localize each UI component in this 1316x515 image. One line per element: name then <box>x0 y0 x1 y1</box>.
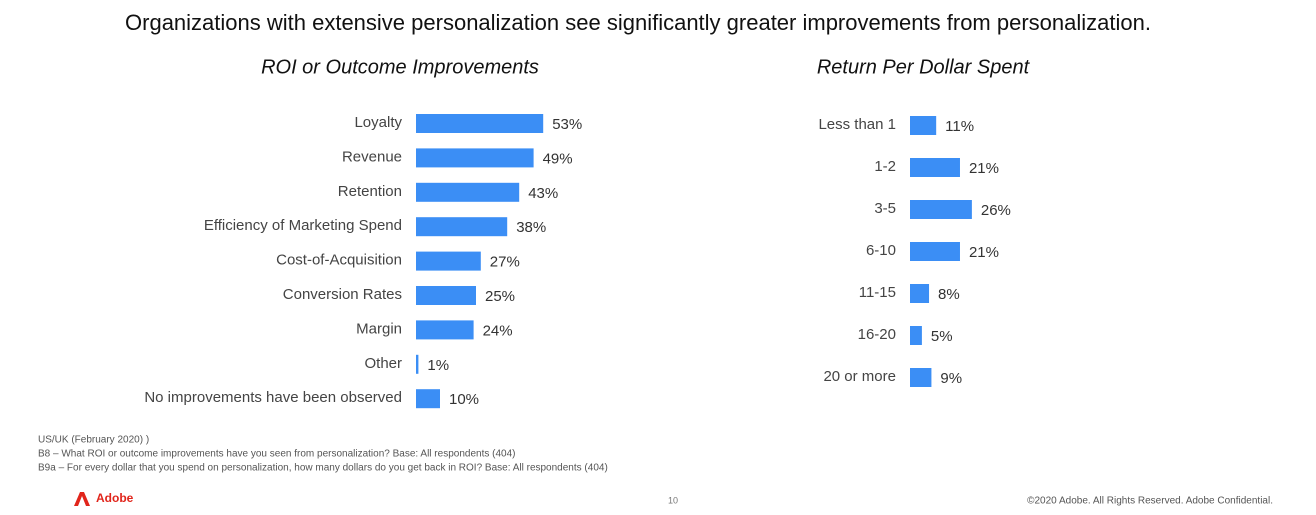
category-label: Efficiency of Marketing Spend <box>204 217 402 234</box>
page-number: 10 <box>668 495 678 505</box>
category-label: Cost-of-Acquisition <box>276 252 402 269</box>
value-label: 10% <box>449 391 479 408</box>
category-label: 11-15 <box>859 284 896 301</box>
value-label: 8% <box>938 286 960 303</box>
bar <box>910 200 972 219</box>
value-label: 9% <box>940 370 962 387</box>
bar <box>910 116 937 135</box>
value-label: 11% <box>945 118 974 135</box>
bar <box>910 242 960 261</box>
category-label: 1-2 <box>874 158 896 175</box>
copyright: ©2020 Adobe. All Rights Reserved. Adobe … <box>1027 496 1273 507</box>
bar <box>416 217 508 237</box>
logo-mark <box>74 492 90 506</box>
value-label: 43% <box>528 185 558 202</box>
bar <box>910 368 932 387</box>
value-label: 38% <box>516 219 546 236</box>
bar <box>416 148 534 168</box>
value-label: 49% <box>543 150 573 167</box>
category-label: 20 or more <box>823 368 896 385</box>
category-label: Other <box>364 355 402 372</box>
bar <box>910 326 922 345</box>
value-label: 53% <box>552 116 582 133</box>
bar <box>416 114 544 133</box>
bar <box>416 182 520 202</box>
category-label: Conversion Rates <box>283 286 402 303</box>
value-label: 25% <box>485 288 515 305</box>
category-label: 16-20 <box>858 326 896 343</box>
logo: Adobe <box>74 491 134 506</box>
category-label: No improvements have been observed <box>144 389 402 406</box>
chart-title: ROI or Outcome Improvements <box>261 56 539 78</box>
bar <box>416 354 419 374</box>
bar <box>910 158 960 177</box>
chart-title: Return Per Dollar Spent <box>817 56 1031 78</box>
category-label: Revenue <box>342 148 402 165</box>
bar <box>416 251 481 271</box>
slide-title: Organizations with extensive personaliza… <box>125 10 1151 35</box>
category-label: 3-5 <box>874 200 896 217</box>
footnote: B9a – For every dollar that you spend on… <box>38 463 608 474</box>
category-label: Less than 1 <box>818 116 896 133</box>
bar <box>416 389 440 409</box>
footnote: B8 – What ROI or outcome improvements ha… <box>38 449 515 460</box>
value-label: 21% <box>969 160 999 177</box>
value-label: 21% <box>969 244 999 261</box>
logo-text: Adobe <box>96 491 134 505</box>
value-label: 26% <box>981 202 1011 219</box>
bar <box>910 284 930 303</box>
bar <box>416 320 474 340</box>
value-label: 5% <box>931 328 953 345</box>
value-label: 27% <box>490 254 520 271</box>
category-label: Loyalty <box>354 114 402 131</box>
bar <box>416 286 476 305</box>
category-label: Margin <box>356 320 402 337</box>
value-label: 24% <box>483 322 513 339</box>
value-label: 1% <box>427 357 449 374</box>
category-label: 6-10 <box>866 242 896 259</box>
category-label: Retention <box>338 183 402 200</box>
footnote: US/UK (February 2020) ) <box>38 435 149 446</box>
